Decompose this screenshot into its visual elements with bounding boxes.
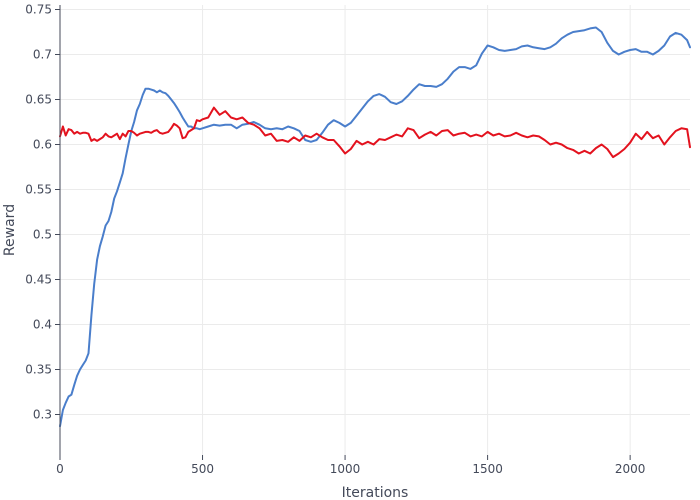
y-tick-label: 0.55 (25, 183, 52, 197)
y-tick-label: 0.7 (33, 48, 52, 62)
x-tick-label: 500 (191, 462, 214, 476)
y-tick-label: 0.45 (25, 273, 52, 287)
x-tick-label: 2000 (615, 462, 646, 476)
axes: 0 500 1000 1500 2000 0.3 0.35 0.4 0.45 0.5 0.55 0.6… (25, 3, 645, 477)
y-tick-label: 0.4 (33, 318, 52, 332)
x-tick-label: 1000 (330, 462, 361, 476)
y-tick-label: 0.65 (25, 93, 52, 107)
x-axis-title: Iterations (342, 485, 409, 500)
y-axis-title: Reward (2, 204, 18, 256)
grid (60, 5, 690, 455)
y-tick-label: 0.35 (25, 363, 52, 377)
y-tick-label: 0.6 (33, 138, 52, 152)
x-tick-label: 1500 (472, 462, 503, 476)
y-tick-label: 0.75 (25, 3, 52, 17)
y-tick-label: 0.5 (33, 228, 52, 242)
x-tick-label: 0 (56, 462, 64, 476)
series-line-2 (59, 106, 691, 159)
series-layer (59, 26, 691, 428)
y-tick-label: 0.3 (33, 408, 52, 422)
series-line-1 (59, 26, 691, 428)
